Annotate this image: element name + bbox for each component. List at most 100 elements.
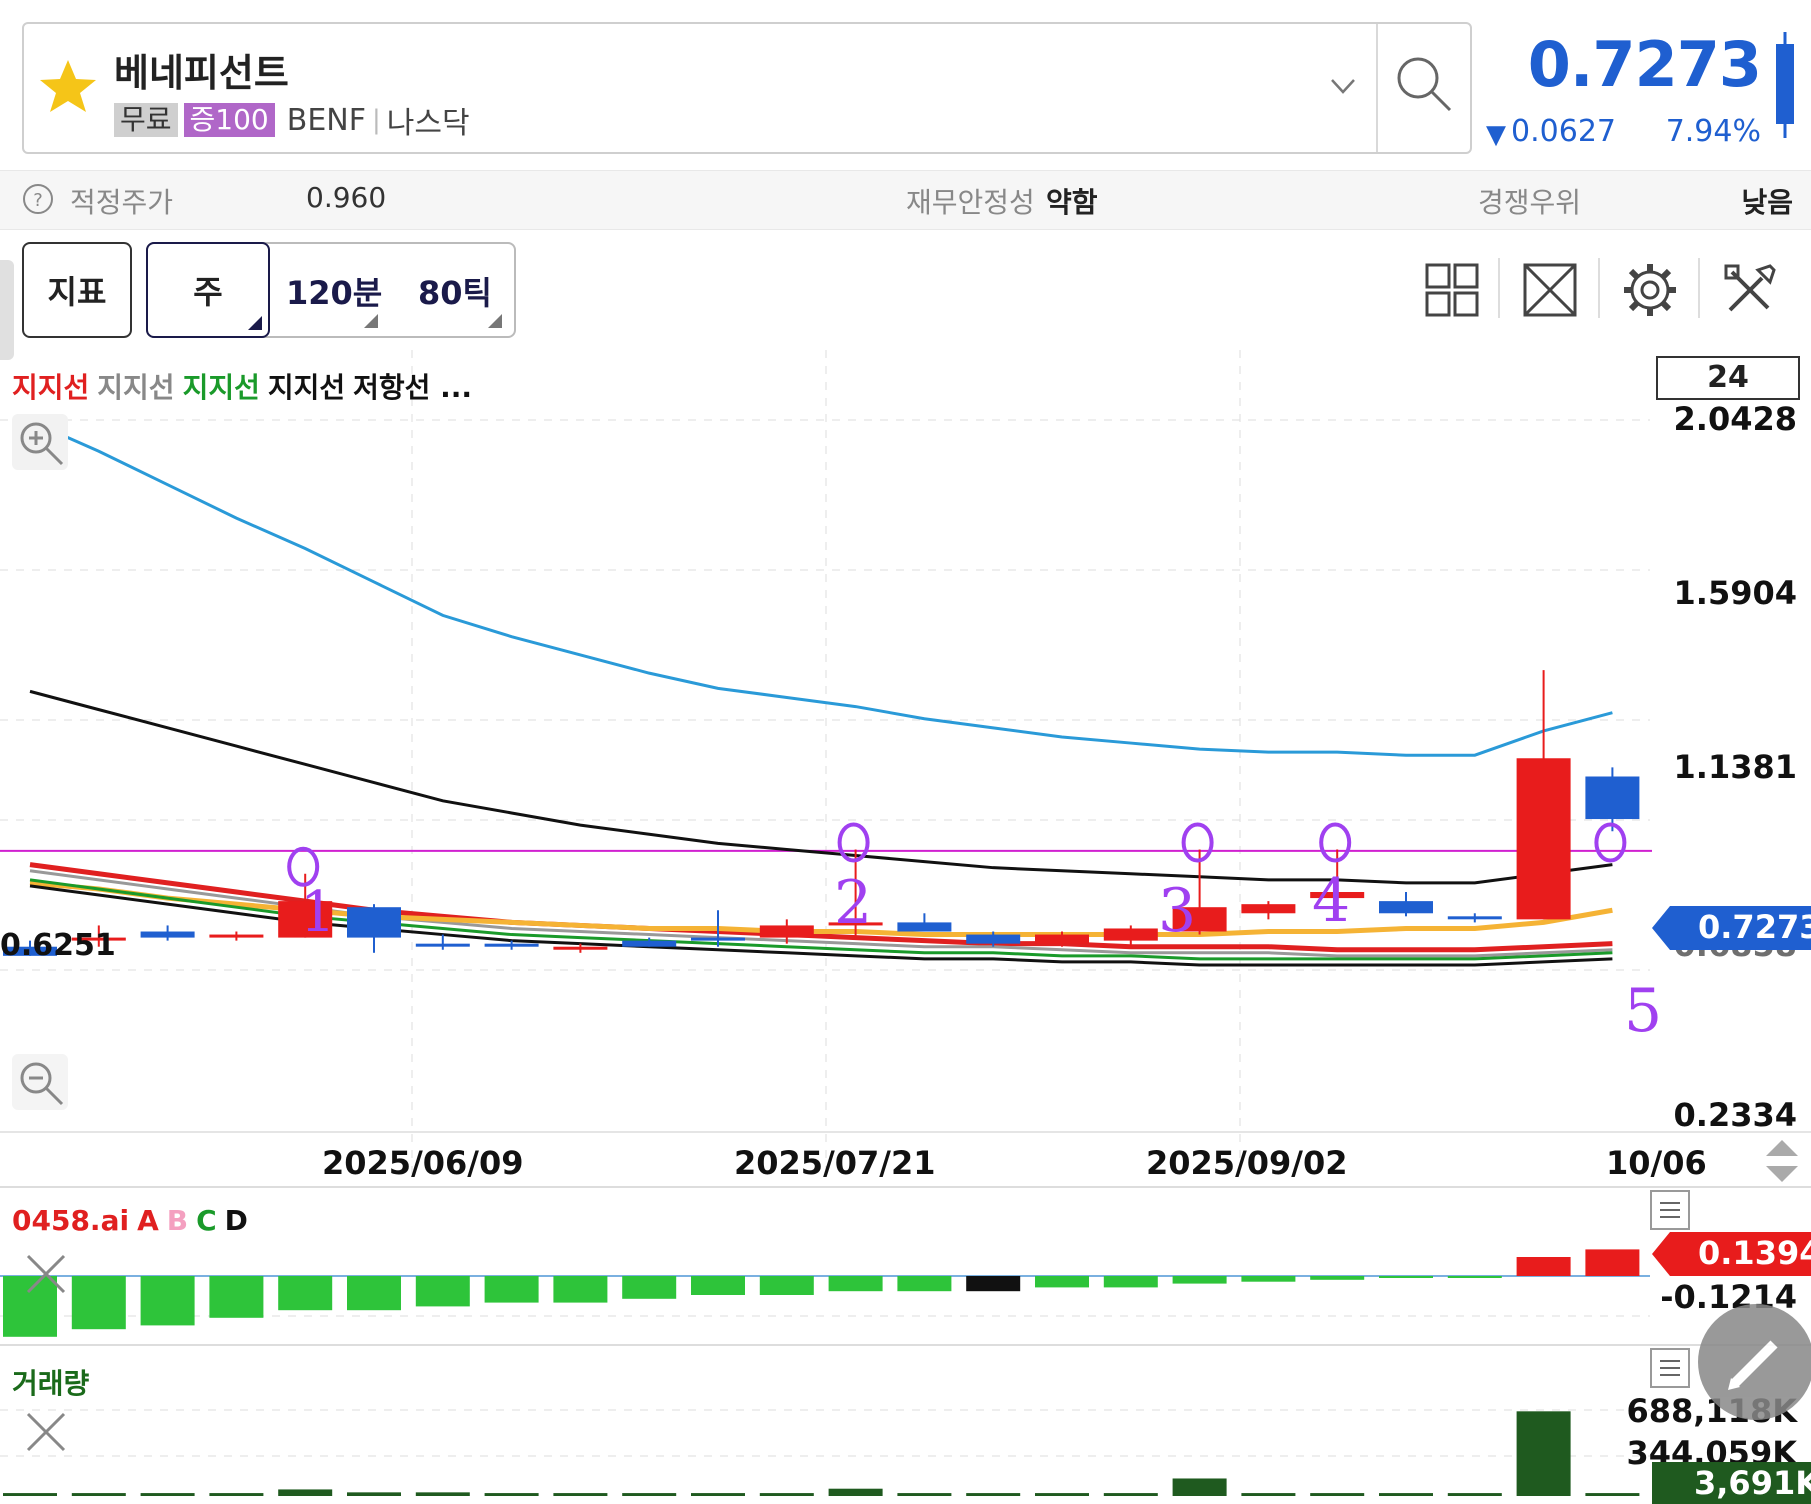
ai-value-tag-label: 0.1394: [1698, 1234, 1811, 1272]
ai-bar: [415, 1276, 470, 1307]
volume-bar: [484, 1493, 539, 1496]
ai-bar: [1172, 1276, 1227, 1284]
candle-body: [1585, 776, 1640, 820]
volume-bar: [1241, 1493, 1296, 1496]
volume-panel-title: 거래량: [12, 1367, 90, 1400]
annotation-4: 4: [1312, 866, 1351, 936]
candle-body: [622, 940, 677, 947]
volume-panel-menu-icon[interactable]: [1650, 1348, 1690, 1388]
legend-item-support-red[interactable]: 지지선: [12, 371, 90, 404]
help-icon[interactable]: ?: [22, 183, 54, 215]
candle-body: [691, 937, 745, 941]
ai-bar: [1241, 1276, 1296, 1282]
legend-item-support-black[interactable]: 지지선: [267, 371, 346, 404]
candle-body: [1447, 916, 1502, 920]
settings-gear-icon[interactable]: [1622, 262, 1678, 318]
candle-count-box[interactable]: 24: [1656, 356, 1800, 400]
period-week-button[interactable]: 주: [146, 242, 270, 338]
ai-bar: [278, 1276, 333, 1311]
y-axis-label-bottom: 0.2334: [1673, 1096, 1797, 1134]
stock-name: 베네피선트: [114, 51, 289, 95]
x-axis-label-3: 2025/09/02: [1146, 1144, 1348, 1182]
ai-bar: [966, 1276, 1021, 1292]
annotation-circle: [1594, 822, 1627, 863]
candle-body: [966, 934, 1021, 944]
volume-bar: [3, 1493, 57, 1496]
legend-item-support-gray[interactable]: 지지선: [97, 371, 175, 404]
ai-label-a: A: [137, 1204, 159, 1237]
x-axis-label-1: 2025/06/09: [322, 1144, 524, 1182]
annotation-2: 2: [834, 868, 873, 938]
candle-body: [1516, 758, 1571, 920]
volume-bar: [1172, 1478, 1227, 1496]
y-axis-label-top: 2.0428: [1673, 400, 1797, 438]
period-80tick-button[interactable]: 80틱: [418, 274, 492, 312]
indicator-line-black: [29, 689, 1613, 885]
volume-bar: [1379, 1493, 1433, 1496]
ai-panel-menu-icon[interactable]: [1650, 1190, 1690, 1230]
indicator-button[interactable]: 지표: [22, 242, 132, 338]
volume-bar: [71, 1493, 126, 1496]
ai-bar: [553, 1276, 608, 1303]
annotation-circle: [837, 822, 870, 863]
candle-body: [897, 922, 952, 932]
ai-bar: [1310, 1276, 1365, 1280]
chevron-down-icon[interactable]: [1330, 74, 1356, 98]
volume-panel-close-icon[interactable]: [24, 1410, 68, 1454]
candle-body: [415, 943, 470, 947]
ai-bar: [71, 1276, 126, 1330]
volume-bar: [209, 1493, 264, 1496]
competitive-label: 경쟁우위: [1478, 186, 1582, 219]
horizontal-line-label: 0.6251: [0, 928, 116, 963]
candle-body: [1035, 934, 1089, 944]
fair-price-label: 적정주가: [70, 186, 174, 219]
candle-body: [347, 907, 401, 938]
layout-grid-icon[interactable]: [1424, 262, 1480, 318]
x-axis-label-2: 2025/07/21: [734, 1144, 936, 1182]
candle-body: [278, 901, 333, 938]
draw-tool-button[interactable]: [1698, 1304, 1811, 1420]
ai-indicator-chart[interactable]: [0, 1190, 1811, 1340]
volume-bar: [1103, 1493, 1158, 1496]
legend-item-support-green[interactable]: 지지선: [182, 371, 260, 404]
volume-chart[interactable]: [0, 1346, 1811, 1504]
zoom-in-icon[interactable]: [12, 414, 68, 470]
period-week-label: 주: [193, 273, 223, 311]
candle-body: [553, 946, 608, 950]
volume-bar: [553, 1493, 608, 1496]
candle-body: [759, 925, 814, 938]
annotation-3: 3: [1158, 876, 1197, 946]
ai-label-c: C: [196, 1204, 217, 1237]
volume-tag: [1652, 1462, 1811, 1504]
volume-bar: [759, 1493, 814, 1496]
legend-item-resistance[interactable]: 저항선 ...: [353, 371, 473, 404]
down-arrow-icon: ▼: [1486, 120, 1506, 150]
free-tag: 무료: [114, 103, 178, 137]
candle-body: [828, 922, 883, 926]
scroll-updown-icon[interactable]: [1758, 1136, 1806, 1186]
tools-icon[interactable]: [1722, 262, 1778, 318]
info-bar: ? 적정주가 0.960 재무안정성 약함 경쟁우위 낮음: [0, 170, 1811, 230]
zoom-out-icon[interactable]: [12, 1054, 68, 1110]
ai-bar: [1516, 1257, 1571, 1276]
favorite-star-icon[interactable]: [38, 56, 98, 116]
chart-legend: 지지선 지지선 지지선 지지선 저항선 ...: [12, 366, 480, 406]
side-drawer-handle[interactable]: [0, 260, 14, 360]
ai-bar: [828, 1276, 883, 1292]
ai-bar: [484, 1276, 539, 1303]
candle-body: [1379, 901, 1433, 914]
period-120min-button[interactable]: 120분: [286, 274, 383, 312]
ai-bar: [3, 1276, 57, 1337]
search-icon[interactable]: [1394, 54, 1454, 114]
candle-body: [71, 937, 126, 941]
candle-body: [209, 934, 264, 938]
ai-bar: [691, 1276, 745, 1295]
expand-icon[interactable]: [1522, 262, 1578, 318]
candle-body: [1241, 904, 1296, 914]
fair-price-value: 0.960: [306, 181, 387, 214]
volume-bar: [278, 1489, 333, 1496]
price-chart[interactable]: [0, 350, 1811, 1330]
stock-search-box[interactable]: 베네피선트 무료 증100 BENF | 나스닥: [22, 22, 1472, 154]
ai-panel-close-icon[interactable]: [24, 1252, 68, 1296]
competitive-value: 낮음: [1741, 186, 1793, 219]
